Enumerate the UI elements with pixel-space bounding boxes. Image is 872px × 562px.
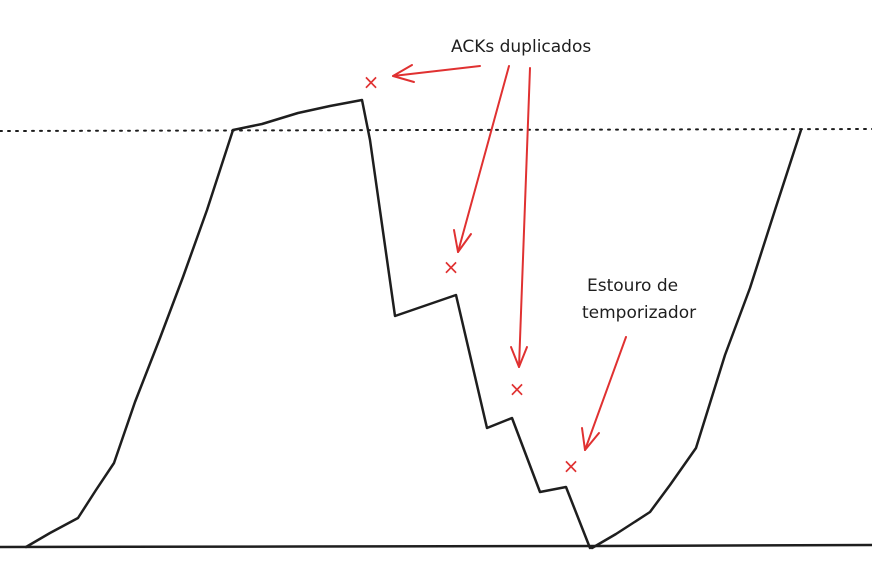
arrow-to-first-loss	[392, 65, 481, 77]
arrowhead-icon	[392, 64, 415, 83]
arrowhead-icon	[453, 229, 472, 253]
arrow-to-second-loss	[457, 65, 510, 253]
x-mark-icon: ×	[509, 377, 526, 401]
x-axis-line	[0, 543, 872, 549]
arrowhead-icon	[510, 346, 528, 368]
threshold-dotted-line	[0, 128, 872, 132]
timeout-arrow	[581, 336, 627, 451]
arrowhead-icon	[581, 427, 600, 451]
arrow-to-timeout-loss	[584, 336, 627, 451]
x-mark-icon: ×	[363, 70, 380, 94]
recovery-curve	[590, 128, 803, 550]
duplicate-acks-label: ACKs duplicados	[451, 37, 591, 57]
timeout-label-line1: Estouro de	[587, 276, 678, 296]
x-mark-icon: ×	[563, 454, 580, 478]
timeout-label-line2: temporizador	[582, 303, 696, 323]
arrow-to-third-loss	[518, 67, 531, 368]
congestion-window-curve	[24, 98, 592, 550]
duplicate-ack-arrows	[392, 64, 531, 368]
x-mark-icon: ×	[443, 255, 460, 279]
